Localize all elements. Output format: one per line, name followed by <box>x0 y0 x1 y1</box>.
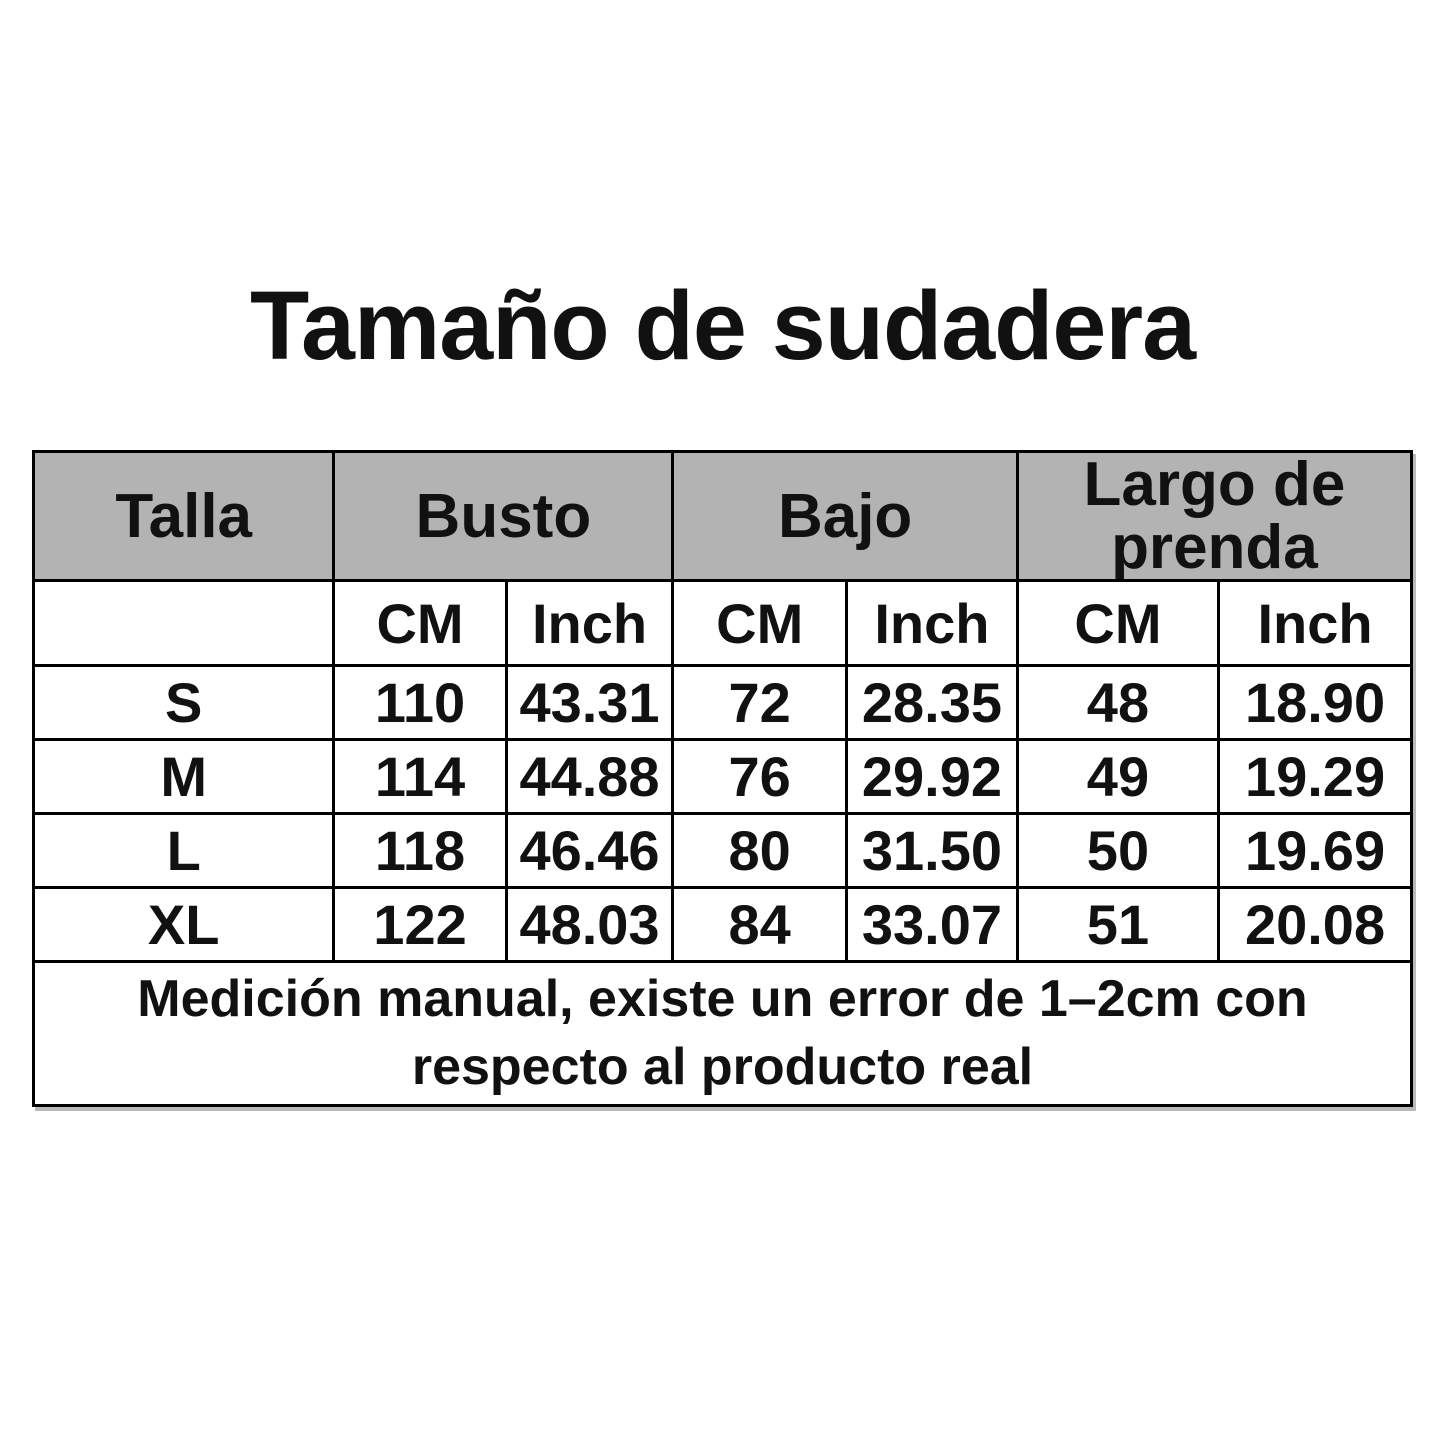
value-cell: 28.35 <box>845 664 1019 742</box>
page-title: Tamaño de sudadera <box>249 271 1196 380</box>
size-cell: S <box>31 664 336 742</box>
value-cell: 19.29 <box>1217 738 1413 816</box>
value-cell: 33.07 <box>845 886 1019 964</box>
unit-cell-bajo-inch: Inch <box>845 579 1019 668</box>
value-cell: 114 <box>332 738 508 816</box>
value-cell: 18.90 <box>1217 664 1413 742</box>
unit-cell-largo-inch: Inch <box>1217 579 1413 668</box>
note-line-1: Medición manual, existe un error de 1–2c… <box>137 970 1308 1029</box>
value-cell: 122 <box>332 886 508 964</box>
unit-cell-bajo-cm: CM <box>671 579 848 668</box>
value-cell: 48 <box>1015 664 1221 742</box>
value-cell: 31.50 <box>845 812 1019 890</box>
value-cell: 50 <box>1015 812 1221 890</box>
value-cell: 51 <box>1015 886 1221 964</box>
unit-cell-empty <box>31 579 336 668</box>
size-cell: L <box>31 812 336 890</box>
value-cell: 80 <box>671 812 848 890</box>
col-header-busto: Busto <box>332 449 675 583</box>
table-row-xl: XL 122 48.03 84 33.07 51 20.08 <box>31 886 1413 964</box>
value-cell: 110 <box>332 664 508 742</box>
table-row-s: S 110 43.31 72 28.35 48 18.90 <box>31 664 1413 742</box>
unit-row: CM Inch CM Inch CM Inch <box>31 579 1413 668</box>
value-cell: 19.69 <box>1217 812 1413 890</box>
unit-cell-busto-cm: CM <box>332 579 508 668</box>
table-row-m: M 114 44.88 76 29.92 49 19.29 <box>31 738 1413 816</box>
value-cell: 43.31 <box>504 664 675 742</box>
value-cell: 44.88 <box>504 738 675 816</box>
col-header-bajo: Bajo <box>671 449 1019 583</box>
value-cell: 72 <box>671 664 848 742</box>
value-cell: 118 <box>332 812 508 890</box>
unit-cell-largo-cm: CM <box>1015 579 1221 668</box>
size-chart-table: Talla Busto Bajo Largo de prenda CM Inch… <box>31 449 1414 1108</box>
value-cell: 49 <box>1015 738 1221 816</box>
table-row-l: L 118 46.46 80 31.50 50 19.69 <box>31 812 1413 890</box>
note-row: Medición manual, existe un error de 1–2c… <box>32 960 1413 1108</box>
value-cell: 76 <box>671 738 848 816</box>
value-cell: 29.92 <box>845 738 1019 816</box>
value-cell: 46.46 <box>504 812 675 890</box>
value-cell: 48.03 <box>504 886 675 964</box>
header-row: Talla Busto Bajo Largo de prenda <box>31 449 1414 583</box>
value-cell: 84 <box>671 886 848 964</box>
measurement-note: Medición manual, existe un error de 1–2c… <box>32 960 1413 1108</box>
unit-cell-busto-inch: Inch <box>504 579 675 668</box>
col-header-largo-de-prenda: Largo de prenda <box>1015 449 1414 583</box>
value-cell: 20.08 <box>1217 886 1413 964</box>
col-header-talla: Talla <box>31 449 336 583</box>
size-cell: M <box>31 738 336 816</box>
note-line-2: respecto al producto real <box>411 1037 1034 1096</box>
size-cell: XL <box>31 886 336 964</box>
